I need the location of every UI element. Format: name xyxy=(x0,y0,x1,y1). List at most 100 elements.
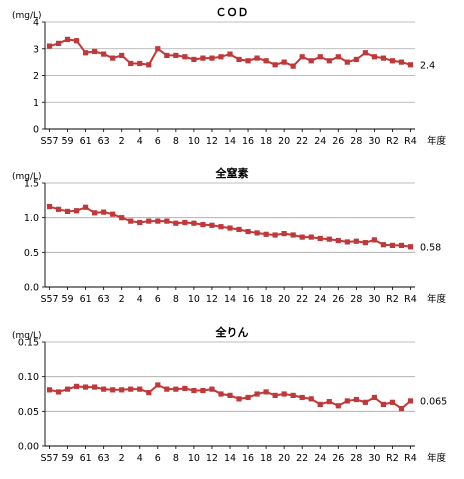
x-tick-label: S57 xyxy=(40,136,58,147)
x-tick-label: 26 xyxy=(332,453,344,464)
x-tick-label: 20 xyxy=(278,294,290,305)
x-tick-label: 24 xyxy=(314,453,326,464)
x-tick-label: 16 xyxy=(242,136,254,147)
data-point xyxy=(191,56,197,63)
data-point xyxy=(344,239,350,245)
x-tick-label: 12 xyxy=(206,136,218,147)
x-tick-label: 30 xyxy=(368,294,380,305)
data-point xyxy=(344,59,350,65)
data-point xyxy=(46,43,53,49)
data-point xyxy=(236,226,242,233)
data-point xyxy=(290,63,296,69)
x-tick-label: S57 xyxy=(40,294,58,305)
data-point xyxy=(227,225,233,231)
data-point xyxy=(155,382,161,388)
x-tick-label: 61 xyxy=(80,136,92,147)
data-point xyxy=(326,236,332,242)
x-tick-label: 63 xyxy=(98,136,110,147)
data-point xyxy=(46,203,53,210)
x-tick-label: 20 xyxy=(278,136,290,147)
data-point xyxy=(398,242,405,248)
data-point xyxy=(101,386,107,392)
data-point xyxy=(407,398,414,404)
x-tick-label: 61 xyxy=(80,294,92,305)
x-axis-label: 年度 xyxy=(427,135,447,147)
y-tick-label: 0.5 xyxy=(24,248,39,259)
x-tick-label: 59 xyxy=(62,453,74,464)
data-point xyxy=(299,394,305,401)
data-point xyxy=(173,220,179,226)
data-point xyxy=(146,62,152,68)
y-tick-label: 4 xyxy=(33,18,39,29)
x-tick-label: 6 xyxy=(155,136,161,147)
data-point xyxy=(272,62,278,68)
data-point xyxy=(128,218,134,224)
x-tick-label: 2 xyxy=(119,453,125,464)
data-point xyxy=(55,40,62,46)
data-point xyxy=(326,399,332,405)
data-point xyxy=(254,55,260,61)
data-point xyxy=(182,219,188,226)
chart-title: 全窒素 xyxy=(215,166,249,180)
x-tick-label: 18 xyxy=(260,136,272,147)
y-tick-label: 1.5 xyxy=(24,179,39,190)
data-point xyxy=(299,234,305,240)
data-point xyxy=(335,54,341,60)
data-point xyxy=(380,55,387,61)
data-point xyxy=(290,392,296,398)
data-point xyxy=(245,58,251,64)
x-tick-label: 59 xyxy=(62,136,74,147)
data-point xyxy=(73,208,80,214)
y-tick-label: 1.0 xyxy=(24,213,39,224)
x-tick-label: 22 xyxy=(296,136,308,147)
y-tick-label: 0.15 xyxy=(18,338,39,349)
data-point xyxy=(209,55,215,61)
y-tick-label: 2 xyxy=(33,71,39,82)
end-value-label: 2.4 xyxy=(420,60,435,71)
data-point xyxy=(218,54,224,60)
data-point xyxy=(146,390,152,396)
x-tick-label: 4 xyxy=(137,136,143,147)
x-tick-label: 16 xyxy=(242,453,254,464)
data-point xyxy=(218,391,224,397)
data-point xyxy=(227,392,233,398)
data-point xyxy=(263,231,269,237)
data-point xyxy=(164,52,170,59)
x-tick-label: 10 xyxy=(188,294,200,305)
data-point xyxy=(290,232,296,238)
y-tick-label: 0.10 xyxy=(18,372,39,383)
x-tick-label: 24 xyxy=(314,294,326,305)
data-point xyxy=(263,58,269,64)
data-point xyxy=(389,242,396,248)
data-point xyxy=(110,387,116,393)
x-axis-label: 年度 xyxy=(427,452,447,464)
x-tick-label: 22 xyxy=(296,294,308,305)
data-point xyxy=(254,391,260,397)
x-tick-label: R4 xyxy=(404,294,417,305)
x-tick-label: 24 xyxy=(314,136,326,147)
x-tick-label: 2 xyxy=(119,294,125,305)
x-tick-label: 63 xyxy=(98,294,110,305)
data-point xyxy=(110,55,116,61)
x-tick-label: 16 xyxy=(242,294,254,305)
data-point xyxy=(281,59,287,65)
data-point xyxy=(173,52,179,59)
data-point xyxy=(137,219,143,226)
x-tick-label: 2 xyxy=(119,136,125,147)
data-point xyxy=(128,60,134,67)
data-point xyxy=(389,399,396,405)
data-point xyxy=(64,208,71,215)
x-tick-label: R2 xyxy=(386,453,399,464)
data-point xyxy=(344,398,350,404)
x-tick-label: 4 xyxy=(137,453,143,464)
data-point xyxy=(92,384,98,390)
data-point xyxy=(236,56,242,63)
data-point xyxy=(119,387,125,393)
data-point xyxy=(92,210,98,216)
data-point xyxy=(200,387,206,394)
data-point xyxy=(308,234,314,240)
end-value-label: 0.065 xyxy=(420,396,447,407)
x-tick-label: 59 xyxy=(62,294,74,305)
